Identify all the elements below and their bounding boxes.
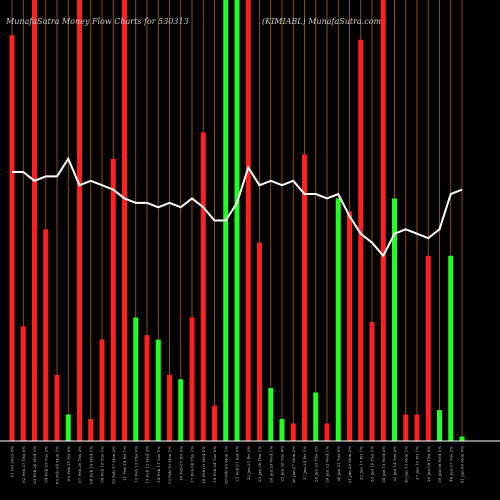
bar: [268, 388, 274, 441]
bar: [290, 423, 296, 441]
bar: [347, 211, 352, 441]
x-tick-label: 22 Jan 31 Fri 2%: [246, 446, 251, 480]
bar: [380, 0, 386, 441]
bar: [32, 0, 37, 441]
x-tick-label: 15 Feb 10 Mon 1%: [167, 446, 172, 484]
x-tick-label: 39 Jan 08 Wed 1%: [437, 446, 442, 483]
bar: [54, 374, 60, 441]
x-tick-label: 04 Feb 25 Tue 2%: [43, 446, 48, 483]
bar: [234, 0, 240, 441]
bar: [77, 0, 82, 441]
bar: [437, 410, 442, 441]
x-tick-label: 16 Feb 07 Fri 2%: [178, 446, 183, 481]
x-tick-label: 02 Feb 27 Thu 0%: [21, 446, 26, 483]
x-tick-label: 30 Jan 21 Tue 0%: [336, 446, 341, 482]
x-tick-label: 38 Jan 09 Thu 0%: [426, 446, 431, 482]
x-tick-label: 29 Jan 22 Wed 1%: [325, 446, 330, 483]
x-tick-label: 13 Feb 12 Wed 2%: [145, 446, 150, 484]
x-tick-label: 06 Feb 21 Fri 0%: [66, 446, 71, 481]
bar: [43, 229, 49, 441]
bar: [167, 374, 172, 441]
chart-title: MunafaSutra Money Flow Charts for 530313: [5, 17, 189, 26]
x-tick-label: 07 Feb 20 Thu 3%: [77, 446, 82, 483]
bar: [358, 39, 364, 441]
bar: [414, 414, 420, 441]
x-tick-label: 26 Jan 27 Mon 2%: [291, 446, 296, 483]
x-tick-label: 12 Feb 13 Thu 0%: [133, 446, 138, 483]
bar: [392, 198, 397, 441]
x-tick-label: 31 Jan 20 Mon 2%: [347, 446, 352, 483]
bar: [257, 242, 262, 441]
x-tick-label: 41 Jan 06 Mon 0%: [460, 446, 465, 483]
x-tick-label: 32 Jan 17 Fri 1%: [358, 446, 363, 480]
bar: [122, 0, 127, 441]
x-tick-label: 40 Jan 07 Tue 2%: [448, 446, 453, 482]
x-tick-labels: 01 Fri 2025 0% 02 Feb 27 Thu 0% 03 Feb 26 …: [10, 446, 465, 484]
bar: [155, 339, 161, 441]
x-tick-label: 01 Fri 2025 0%: [10, 446, 15, 478]
bar: [335, 198, 341, 441]
bar: [189, 317, 195, 441]
x-tick-label: 25 Jan 28 Tue 0%: [280, 446, 285, 482]
bar: [144, 335, 150, 441]
x-tick-label: 23 Jan 30 Thu 1%: [257, 446, 262, 482]
bar: [88, 418, 94, 441]
bar: [9, 35, 15, 441]
x-tick-label: 20 Feb 03 Mon 1%: [223, 446, 228, 484]
bar: [313, 392, 319, 441]
bar: [425, 255, 431, 441]
bar: [403, 414, 409, 441]
bar: [20, 326, 26, 441]
x-tick-label: 37 Jan 10 Fri 1%: [415, 446, 420, 480]
bar: [65, 414, 71, 441]
bar: [212, 405, 217, 441]
x-tick-label: 08 Feb 19 Wed 1%: [88, 446, 93, 484]
bar: [369, 321, 375, 441]
x-tick-label: 03 Feb 26 Wed 1%: [32, 446, 37, 484]
bar: [245, 0, 251, 441]
bar: [178, 379, 184, 441]
bar: [324, 423, 330, 441]
money-flow-line: [12, 156, 463, 258]
bar: [279, 418, 285, 441]
bar: [110, 158, 116, 441]
x-tick-label: 28 Jan 23 Thu 2%: [313, 446, 318, 482]
x-tick-label: 18 Feb 05 Wed 0%: [201, 446, 206, 484]
x-tick-label: 10 Feb 17 Mon 2%: [111, 446, 116, 484]
bar: [302, 154, 307, 441]
x-tick-label: 24 Jan 29 Wed 1%: [268, 446, 273, 483]
bar: [459, 436, 465, 441]
bar: [99, 339, 105, 441]
bar: [133, 317, 139, 441]
chart-subtitle: (KIMIABL) MunafaSutra.com: [262, 17, 382, 26]
x-tick-label: 33 Jan 16 Thu 1%: [370, 446, 375, 482]
bar: [448, 255, 454, 441]
x-tick-label: 36 Jan 13 Mon 1%: [403, 446, 408, 483]
x-tick-label: 21 Feb 01 Sat 3%: [235, 446, 240, 482]
x-tick-label: 35 Jan 14 Tue 2%: [392, 446, 397, 482]
x-tick-label: 14 Feb 11 Tue 1%: [156, 446, 161, 483]
x-tick-label: 05 Feb 24 Mon 1%: [55, 446, 60, 484]
x-tick-label: 17 Feb 06 Thu 1%: [190, 446, 195, 483]
x-tick-label: 19 Feb 04 Tue 2%: [212, 446, 217, 483]
x-tick-label: 34 Jan 15 Wed 3%: [381, 446, 386, 483]
x-tick-label: 11 Feb 14 Fri 1%: [122, 446, 127, 481]
x-tick-label: 27 Jan 24 Fri 1%: [302, 446, 307, 480]
x-tick-label: 09 Feb 18 Tue 1%: [100, 446, 105, 483]
bar: [200, 132, 206, 442]
